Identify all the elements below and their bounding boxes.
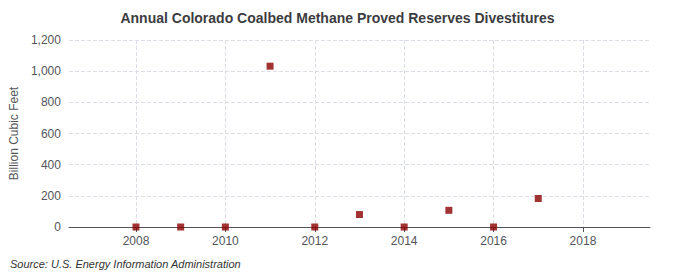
- svg-text:1,000: 1,000: [31, 64, 61, 78]
- svg-text:2014: 2014: [391, 234, 418, 248]
- svg-text:0: 0: [54, 220, 61, 234]
- svg-text:2018: 2018: [570, 234, 597, 248]
- svg-text:400: 400: [41, 158, 61, 172]
- svg-text:2008: 2008: [123, 234, 150, 248]
- svg-text:2012: 2012: [301, 234, 328, 248]
- svg-text:600: 600: [41, 127, 61, 141]
- svg-text:Billion Cubic Feet: Billion Cubic Feet: [7, 86, 21, 180]
- svg-text:200: 200: [41, 189, 61, 203]
- svg-text:Annual Colorado Coalbed Methan: Annual Colorado Coalbed Methane Proved R…: [120, 10, 554, 26]
- svg-text:1,200: 1,200: [31, 33, 61, 47]
- svg-text:2010: 2010: [212, 234, 239, 248]
- svg-text:800: 800: [41, 95, 61, 109]
- svg-text:2016: 2016: [480, 234, 507, 248]
- svg-text:Source: U.S. Energy Informatio: Source: U.S. Energy Information Administ…: [10, 258, 241, 270]
